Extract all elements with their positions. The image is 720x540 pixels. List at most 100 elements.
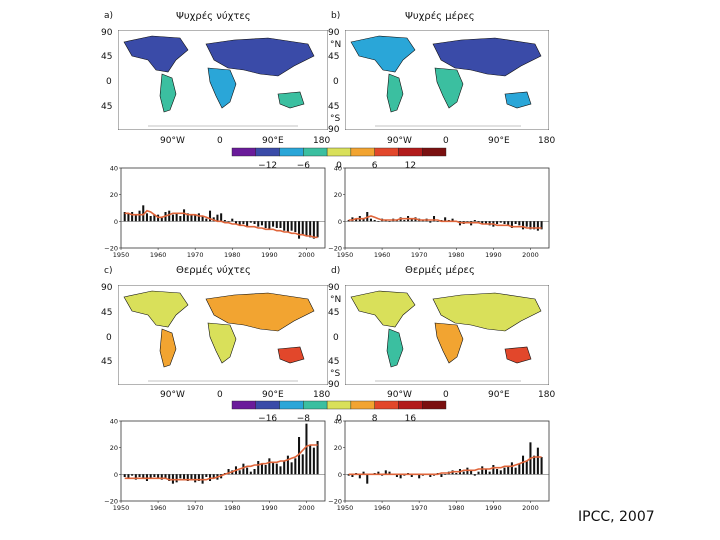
bar-1998 bbox=[298, 221, 301, 239]
map-a-lat-45: 45 bbox=[101, 52, 113, 62]
bar-1970 bbox=[418, 474, 421, 479]
bar-1970 bbox=[194, 474, 197, 483]
bar-1967 bbox=[183, 474, 186, 480]
map-b-lat-s: °S bbox=[330, 114, 341, 124]
colorbar-0-swatch-0 bbox=[231, 147, 256, 157]
bar-1998 bbox=[522, 221, 525, 230]
y-tick-label--20: −20 bbox=[328, 498, 342, 506]
x-tick-label-1950: 1950 bbox=[113, 251, 130, 259]
bar-1964 bbox=[171, 214, 174, 222]
y-tick-label-0: 0 bbox=[338, 471, 342, 479]
bar-1993 bbox=[503, 221, 506, 224]
bar-1983 bbox=[242, 463, 245, 475]
bar-1995 bbox=[286, 221, 289, 232]
map-c-lat-45s: 45 bbox=[101, 357, 113, 367]
bar-1969 bbox=[190, 474, 193, 480]
plot-frame bbox=[120, 420, 326, 502]
colorbar-1-swatch-3 bbox=[303, 400, 328, 410]
colorbar-1-swatch-2 bbox=[279, 400, 304, 410]
x-tick-label-1990: 1990 bbox=[485, 504, 502, 512]
bar-1974 bbox=[208, 210, 212, 222]
bar-1978 bbox=[223, 220, 226, 222]
bar-1958 bbox=[149, 474, 152, 479]
x-tick-label-1960: 1960 bbox=[374, 504, 391, 512]
bar-1990 bbox=[492, 465, 495, 475]
bar-1962 bbox=[388, 471, 391, 475]
bar-1955 bbox=[138, 474, 141, 477]
bar-1976 bbox=[216, 214, 219, 222]
colorbar-1-tick-2: 0 bbox=[336, 414, 342, 424]
bar-1983 bbox=[242, 221, 245, 224]
y-tick-label-40: 40 bbox=[110, 418, 118, 426]
bar-1956 bbox=[142, 205, 145, 222]
panel-letter-a: a) bbox=[104, 11, 114, 21]
bar-1986 bbox=[253, 469, 256, 475]
timeseries-warm-days: −20 0 20 40 1950 1960 1970 1980 1990 2000 bbox=[328, 418, 550, 512]
trend-line bbox=[124, 444, 318, 481]
bar-2001 bbox=[533, 221, 536, 230]
bar-1985 bbox=[249, 221, 252, 223]
panel-title-c: Θερμές νύχτες bbox=[176, 265, 251, 276]
bar-1954 bbox=[134, 474, 137, 480]
bar-1997 bbox=[518, 463, 521, 475]
bar-1959 bbox=[153, 474, 156, 477]
y-tick-label-20: 20 bbox=[334, 191, 342, 199]
map-a-lat-90: 90 bbox=[101, 28, 113, 38]
bar-1982 bbox=[462, 471, 465, 475]
y-tick-label--20: −20 bbox=[104, 245, 118, 253]
bar-1970 bbox=[194, 214, 197, 222]
bar-1983 bbox=[466, 221, 469, 222]
bar-1986 bbox=[477, 471, 480, 475]
colorbar-0-swatch-6 bbox=[374, 147, 399, 157]
x-tick-label-2000: 2000 bbox=[522, 504, 539, 512]
bar-1995 bbox=[510, 221, 513, 228]
bar-1990 bbox=[268, 458, 271, 475]
bar-1952 bbox=[351, 474, 354, 477]
bar-1966 bbox=[179, 474, 182, 479]
bar-1964 bbox=[395, 474, 398, 477]
map-d-lat-0: 0 bbox=[333, 333, 339, 343]
bar-1984 bbox=[246, 467, 249, 475]
bar-1956 bbox=[366, 474, 369, 484]
map-a-lon-90e: 90°E bbox=[262, 136, 284, 146]
bar-2002 bbox=[536, 447, 539, 475]
x-tick-label-1970: 1970 bbox=[411, 251, 428, 259]
bar-2001 bbox=[309, 445, 312, 475]
x-tick-label-2000: 2000 bbox=[522, 251, 539, 259]
bar-1985 bbox=[473, 474, 476, 476]
bar-1962 bbox=[164, 474, 167, 479]
bar-1998 bbox=[298, 437, 301, 475]
bar-1958 bbox=[373, 220, 376, 222]
bar-1966 bbox=[179, 216, 182, 222]
colorbar-0-swatch-7 bbox=[398, 147, 423, 157]
bar-1973 bbox=[429, 474, 432, 477]
bar-1991 bbox=[272, 221, 275, 227]
x-tick-label-1950: 1950 bbox=[337, 251, 354, 259]
y-tick-label-20: 20 bbox=[110, 191, 118, 199]
colorbar-1-swatch-4 bbox=[326, 400, 352, 410]
bar-1953 bbox=[131, 474, 134, 476]
map-d-lon-90e: 90°E bbox=[488, 390, 510, 400]
y-tick-label-20: 20 bbox=[110, 444, 118, 452]
bar-1957 bbox=[369, 218, 372, 222]
bar-1973 bbox=[429, 221, 432, 223]
colorbar-cold: −12 −6 0 6 12 bbox=[231, 147, 447, 171]
map-d-lat-90s: 90 bbox=[328, 380, 340, 390]
bar-1959 bbox=[153, 214, 156, 222]
bar-1985 bbox=[473, 220, 476, 222]
map-warm-days bbox=[345, 285, 549, 385]
map-d-lon-90w: 90°W bbox=[387, 390, 412, 400]
bar-1980 bbox=[231, 218, 234, 222]
bar-1999 bbox=[525, 221, 528, 227]
bar-2000 bbox=[305, 423, 308, 475]
bar-1973 bbox=[205, 218, 208, 222]
bar-2002 bbox=[312, 221, 315, 239]
bar-1951 bbox=[123, 212, 126, 222]
panel-title-a: Ψυχρές νύχτες bbox=[176, 11, 251, 22]
bar-1987 bbox=[257, 221, 260, 227]
bar-1992 bbox=[499, 470, 502, 475]
bar-1968 bbox=[186, 474, 189, 481]
bar-2000 bbox=[529, 221, 532, 230]
colorbar-0-swatch-2 bbox=[279, 147, 304, 157]
bar-1951 bbox=[123, 474, 126, 477]
